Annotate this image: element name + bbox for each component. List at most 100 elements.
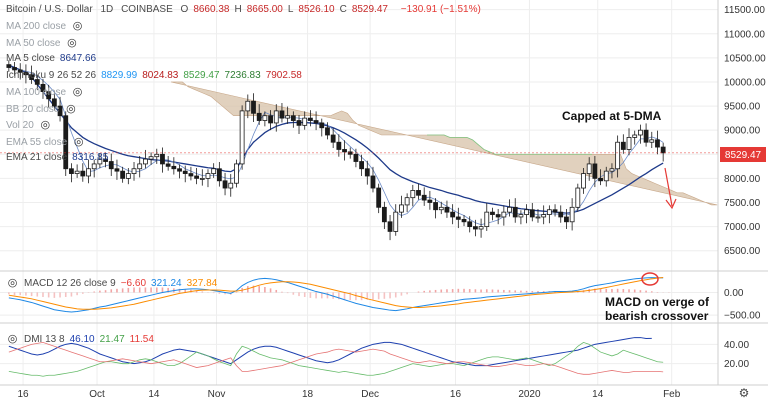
indicator-row: EMA 55 close ◎	[6, 136, 90, 149]
visibility-eye-icon[interactable]: ◎	[7, 333, 18, 345]
candle-body	[108, 161, 114, 170]
crossover-circle	[641, 272, 659, 286]
candle-body	[256, 112, 262, 121]
candle-body	[103, 158, 108, 162]
candle-body	[649, 139, 655, 143]
candle-body	[569, 206, 575, 223]
ohlc-key: C	[339, 4, 347, 15]
candle-body	[6, 64, 12, 68]
candle-body	[518, 214, 524, 218]
macd-legend: ◎ MACD 12 26 close 9 −6.60 321.24 327.84	[6, 277, 222, 290]
visibility-eye-icon[interactable]: ◎	[7, 277, 18, 289]
ma5-line	[8, 67, 664, 226]
candle-body	[592, 163, 598, 179]
indicator-row: BB 20 close ◎	[6, 103, 82, 116]
candle-body	[512, 206, 518, 218]
candle-body	[171, 165, 177, 170]
price-axis-bg	[718, 0, 768, 403]
dmi-legend: ◎ DMI 13 8 46.10 21.47 11.54	[6, 333, 159, 346]
candle-body	[120, 170, 126, 179]
candle-body	[137, 163, 143, 170]
price-tick-label: 9000.00	[724, 126, 761, 137]
candle-body	[421, 194, 427, 201]
candle-body	[177, 168, 182, 172]
footer-controls: ⚙	[739, 386, 750, 400]
candle-body	[450, 211, 456, 218]
time-axis-settings-icon[interactable]: ⚙	[739, 386, 750, 400]
candle-body	[546, 209, 552, 215]
time-tick-label: Oct	[89, 389, 105, 400]
candle-body	[524, 209, 530, 215]
hidden-eye-icon[interactable]: ◎	[72, 86, 83, 98]
candle-body	[484, 211, 490, 228]
ohlc-key: O	[180, 4, 189, 15]
candle-body	[40, 83, 46, 93]
candle-body	[416, 190, 421, 196]
candle-body	[632, 134, 638, 138]
indicator-label: MA 50 close	[6, 37, 61, 49]
candle-body	[199, 177, 205, 180]
candles[interactable]	[0, 60, 718, 241]
ohlc-value: 8526.10	[298, 4, 335, 15]
indicator-row: Ichimoku 9 26 52 26 8829.99 8024.83 8529.47…	[6, 70, 307, 82]
indicator-label: BB 20 close	[6, 103, 60, 115]
hidden-eye-icon[interactable]: ◎	[40, 119, 51, 131]
candle-body	[165, 163, 171, 167]
indicator-row: MA 5 close 8647.66	[6, 53, 101, 65]
candle-body	[342, 149, 347, 153]
candle-body	[97, 158, 103, 165]
candle-body	[222, 180, 228, 189]
last-price-tag: 8529.47	[720, 147, 766, 162]
candle-body	[262, 115, 268, 121]
hidden-eye-icon[interactable]: ◎	[67, 36, 77, 49]
hidden-eye-icon[interactable]: ◎	[72, 20, 83, 32]
candle-body	[495, 214, 501, 218]
hidden-eye-icon[interactable]: ◎	[66, 102, 76, 115]
hidden-eye-icon[interactable]: ◎	[73, 135, 84, 148]
indicator-label: MA 200 close	[6, 21, 67, 32]
indicator-row: MA 200 close ◎	[6, 20, 89, 33]
candle-body	[535, 216, 541, 219]
candle-body	[211, 168, 217, 174]
indicator-value: 8829.99	[101, 69, 138, 81]
candle-body	[643, 129, 649, 143]
candle-body	[507, 206, 512, 213]
candle-body	[228, 182, 234, 189]
macd-tick-label: −500.00	[724, 311, 761, 322]
candle-body	[296, 120, 302, 126]
candle-body	[182, 170, 188, 174]
dmi-pane[interactable]	[8, 337, 664, 377]
indicator-row: EMA 21 close 8316.85	[6, 152, 113, 164]
candle-body	[353, 153, 359, 162]
macd-signal-line	[8, 277, 664, 310]
candle-body	[620, 141, 626, 150]
candle-body	[51, 98, 57, 107]
macd-tick-label: 0.00	[724, 288, 744, 299]
candle-body	[17, 69, 23, 73]
time-tick-label: Feb	[663, 389, 681, 400]
time-tick-label: Nov	[208, 389, 226, 400]
ema21-line-layer	[8, 64, 664, 226]
macd-pane[interactable]	[8, 277, 670, 313]
price-tick-label: 11000.00	[724, 29, 765, 40]
dmi-value: 11.54	[129, 334, 154, 345]
indicator-value: 7902.58	[265, 69, 302, 81]
candle-body	[387, 221, 393, 232]
interval[interactable]: 1D	[100, 4, 114, 15]
macd-annotation-line2: bearish crossover	[605, 309, 709, 323]
time-tick-label: 18	[302, 389, 314, 400]
indicator-value: 7236.83	[224, 69, 261, 81]
candle-body	[370, 175, 376, 189]
candle-body	[336, 141, 342, 150]
candle-body	[393, 211, 399, 232]
symbol-name[interactable]: Bitcoin / U.S. Dollar	[6, 4, 93, 15]
grid	[0, 0, 718, 385]
candle-body	[433, 202, 438, 211]
macd-label: MACD 12 26 close 9	[24, 278, 116, 289]
down-arrow-head	[665, 198, 677, 210]
indicator-value: 8647.66	[59, 53, 97, 64]
candle-body	[154, 153, 160, 158]
